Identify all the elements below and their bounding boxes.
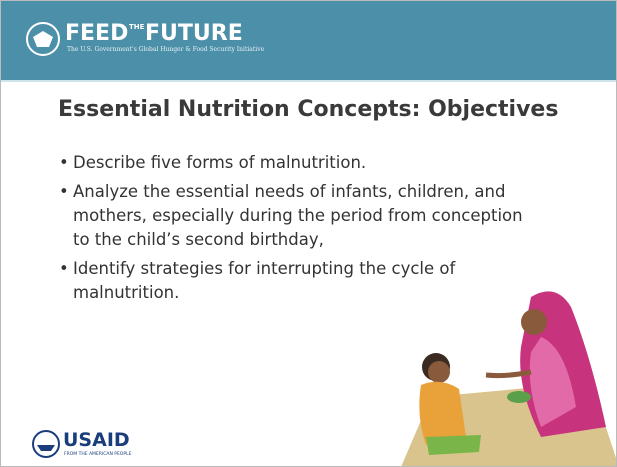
- bullet-text: Analyze the essential needs of infants, …: [73, 182, 523, 249]
- illustration: [401, 291, 616, 466]
- seal-icon: [26, 22, 60, 56]
- bullet-text: Describe five forms of malnutrition.: [73, 153, 367, 172]
- usaid-seal: [32, 430, 60, 458]
- header-band: FEED THE FUTURE The U.S. Government's Gl…: [1, 1, 616, 82]
- logo-tagline: The U.S. Government's Global Hunger & Fo…: [67, 46, 265, 53]
- logo-word: FUTURE: [145, 21, 243, 46]
- logo-word: THE: [129, 23, 145, 31]
- logo-word: FEED: [65, 21, 129, 46]
- bullet: • Analyze the essential needs of infants,…: [59, 180, 539, 252]
- bullet: • Describe five forms of malnutrition.: [59, 151, 539, 175]
- slide-title: Essential Nutrition Concepts: Objectives: [58, 97, 559, 122]
- usaid-tagline: FROM THE AMERICAN PEOPLE: [64, 452, 132, 457]
- bullet-text: Identify strategies for interrupting the…: [73, 259, 456, 302]
- usaid-logo: USAID: [63, 429, 130, 451]
- bullet: • Identify strategies for interrupting th…: [59, 257, 499, 305]
